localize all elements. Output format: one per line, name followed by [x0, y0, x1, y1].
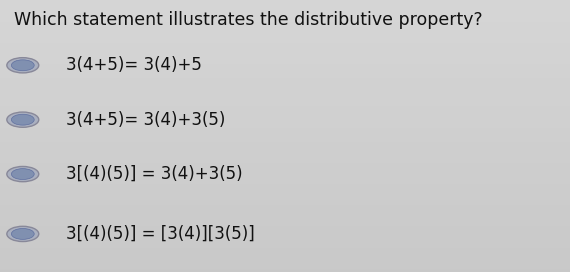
Circle shape: [7, 112, 39, 127]
Text: 3[(4)(5)] = 3(4)+3(5): 3[(4)(5)] = 3(4)+3(5): [66, 165, 242, 183]
Circle shape: [11, 228, 34, 239]
Circle shape: [7, 226, 39, 242]
Text: 3(4+5)= 3(4)+3(5): 3(4+5)= 3(4)+3(5): [66, 111, 225, 129]
Text: 3[(4)(5)] = [3(4)][3(5)]: 3[(4)(5)] = [3(4)][3(5)]: [66, 225, 254, 243]
Circle shape: [11, 60, 34, 71]
Circle shape: [11, 169, 34, 180]
Circle shape: [7, 166, 39, 182]
Text: Which statement illustrates the distributive property?: Which statement illustrates the distribu…: [14, 11, 483, 29]
Circle shape: [11, 114, 34, 125]
Circle shape: [7, 58, 39, 73]
Text: 3(4+5)= 3(4)+5: 3(4+5)= 3(4)+5: [66, 56, 201, 74]
